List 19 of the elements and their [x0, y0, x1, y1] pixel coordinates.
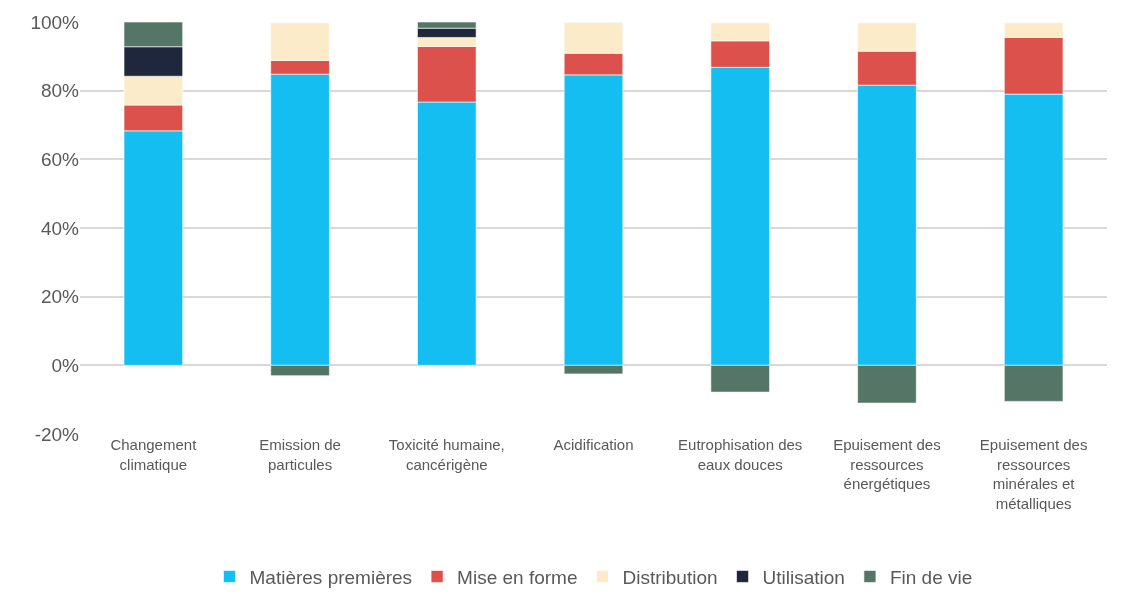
legend-label: Matières premières [249, 566, 413, 588]
legend-label: Mise en forme [457, 566, 578, 588]
y-tick-label: 60% [40, 148, 80, 170]
x-tick-label: Epuisement des ressources énergétiques [833, 436, 941, 492]
y-tick-label: 0% [51, 354, 80, 376]
x-tick-label: Eutrophisation des eaux douces [678, 436, 803, 473]
y-tick-label: 80% [40, 80, 80, 102]
y-tick-label: 20% [40, 286, 80, 308]
legend-label: Fin de vie [889, 566, 973, 588]
y-tick-label: 40% [40, 217, 80, 239]
y-tick-label: -20% [34, 423, 80, 445]
x-tick-label: Changement climatique [110, 436, 198, 473]
y-tick-label: 100% [30, 11, 80, 33]
legend-label: Distribution [622, 566, 718, 588]
x-tick-label: Emission de particules [259, 436, 341, 473]
x-tick-label: Toxicité humaine, cancérigène [388, 436, 505, 473]
x-tick-label: Acidification [553, 436, 634, 453]
x-tick-label: Epuisement des ressources minérales et métalliques [979, 436, 1088, 512]
legend-label: Utilisation [762, 566, 845, 588]
